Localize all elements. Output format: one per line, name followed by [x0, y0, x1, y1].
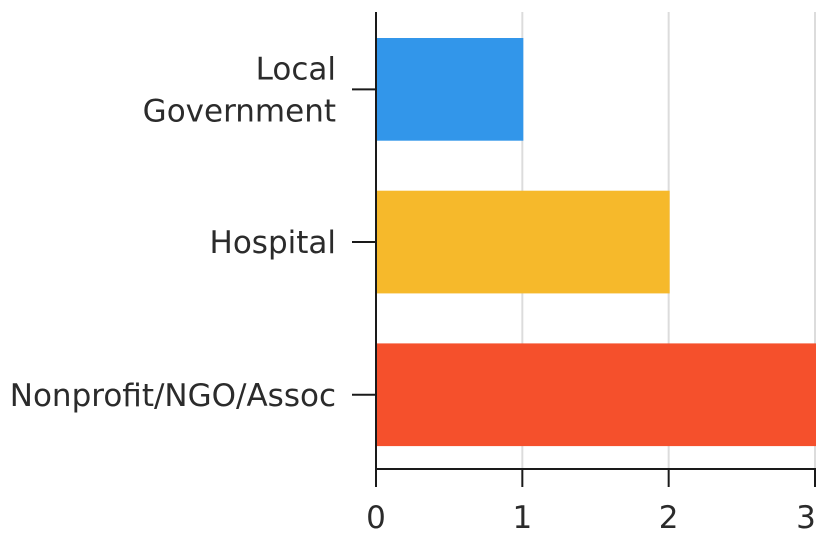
- x-tick-label: 0: [366, 500, 386, 533]
- category-labels: Local Government Hospital Nonprofit/NGO/Ass…: [10, 51, 376, 414]
- x-tick-label: 2: [659, 500, 679, 533]
- category-label: Local: [256, 51, 336, 87]
- category-label: Government: [143, 93, 336, 129]
- x-tick-label: 1: [512, 500, 532, 533]
- category-label: Nonprofit/NGO/Assoc: [10, 378, 336, 414]
- bar: [377, 38, 524, 141]
- axes: [375, 12, 816, 470]
- x-tick-labels: 0 1 2 3: [366, 469, 816, 533]
- bar: [377, 343, 816, 447]
- bars: [377, 38, 816, 447]
- bar: [377, 190, 670, 294]
- category-label: Hospital: [210, 225, 336, 261]
- x-tick-label: 3: [796, 500, 816, 533]
